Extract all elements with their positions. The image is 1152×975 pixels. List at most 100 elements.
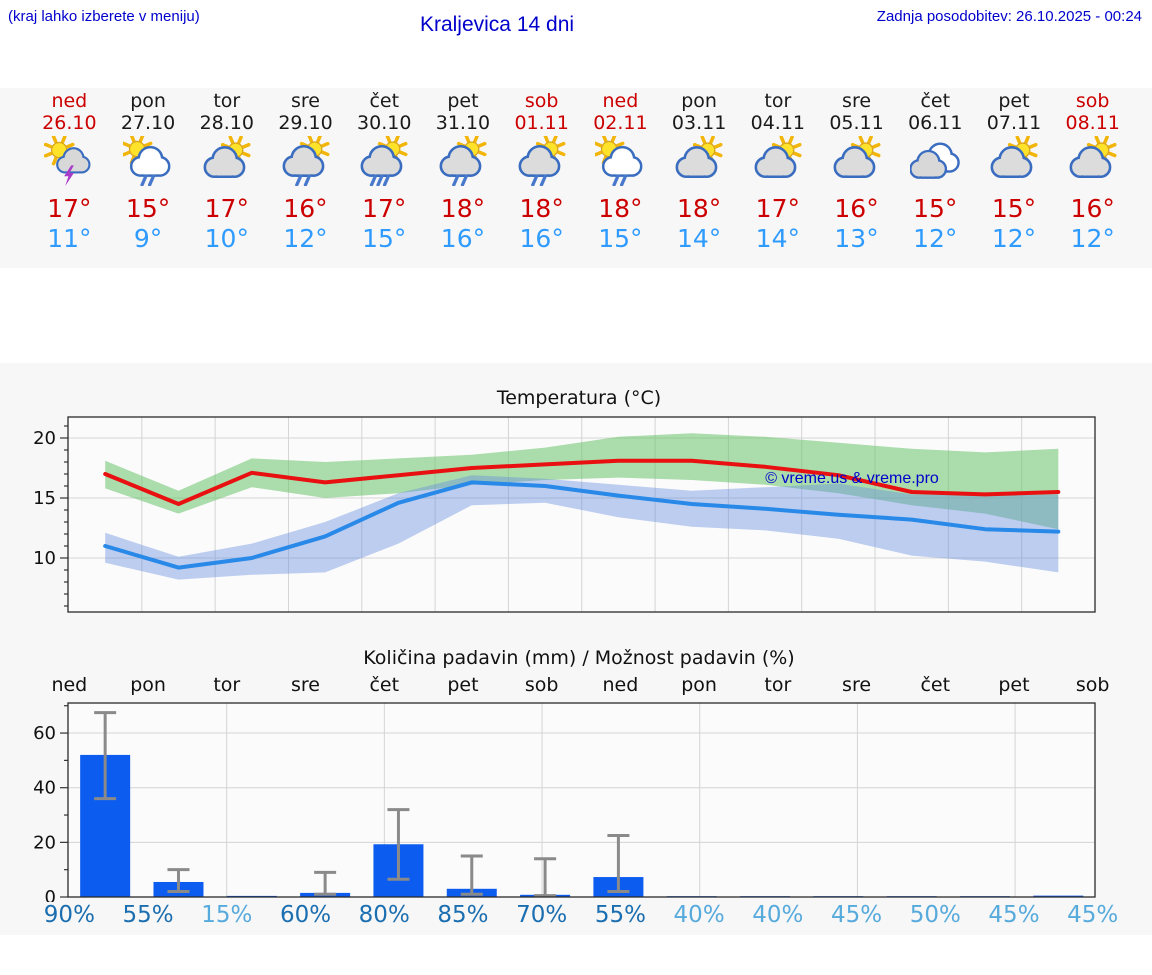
weather-icon-cell	[109, 134, 188, 192]
day-name-label: ned	[51, 90, 88, 112]
precip-day-label: tor	[764, 674, 792, 696]
cloud-sun-icon	[675, 136, 723, 179]
day-date-label: 30.10	[357, 112, 412, 134]
watermark-text: © vreme.us & vreme.pro	[765, 470, 939, 487]
precip-probability-label: 85%	[437, 902, 489, 928]
precip-probability-label: 40%	[673, 902, 725, 928]
forecast-day-03.11: pon 03.11 18° 14°	[660, 90, 739, 254]
precip-day-label: pet	[447, 674, 479, 696]
high-temperature-label: 16°	[283, 194, 328, 223]
precip-probability-label: 55%	[594, 902, 646, 928]
day-name-label: pet	[998, 90, 1030, 112]
precip-day-column: pet	[424, 674, 503, 696]
low-temperature-label: 12°	[283, 224, 328, 253]
precip-probability-label: 70%	[516, 902, 568, 928]
precip-day-label: čet	[920, 674, 951, 696]
weather-icon-cell	[345, 134, 424, 192]
forecast-day-29.10: sre 29.10 16° 12°	[266, 90, 345, 254]
day-name-label: pet	[447, 90, 479, 112]
precip-probability-label: 15%	[201, 902, 253, 928]
low-temperature-label: 11°	[47, 224, 92, 253]
precip-probability-column: 55%	[109, 902, 188, 928]
precip-day-label: sre	[291, 674, 320, 696]
temperature-chart-title: Temperatura (°C)	[496, 387, 662, 409]
low-temperature-label: 13°	[834, 224, 879, 253]
day-date-label: 31.10	[435, 112, 491, 134]
precip-day-label: sob	[1075, 674, 1110, 696]
high-temperature-label: 15°	[913, 194, 958, 223]
svg-text:10: 10	[33, 548, 56, 569]
menu-hint-text: (kraj lahko izberete v meniju)	[8, 8, 200, 25]
precip-day-column: čet	[345, 674, 424, 696]
forecast-day-28.10: tor 28.10 17° 10°	[187, 90, 266, 254]
day-date-label: 03.11	[671, 112, 727, 134]
precip-probability-column: 60%	[266, 902, 345, 928]
day-date-label: 08.11	[1065, 112, 1120, 134]
precip-probability-label: 45%	[988, 902, 1040, 928]
cloud-sun-icon	[203, 136, 251, 179]
cloud-sun-icon	[833, 136, 881, 179]
day-name-label: tor	[213, 90, 241, 112]
forecast-day-row: ned 26.10 17° 11° pon 27.10 15° 9° tor 28.10 17° 10…	[30, 90, 1132, 254]
day-name-label: čet	[369, 90, 400, 112]
precip-probability-column: 70%	[502, 902, 581, 928]
low-temperature-label: 14°	[755, 224, 800, 253]
low-temperature-label: 16°	[440, 224, 486, 253]
day-date-label: 28.10	[199, 112, 254, 134]
precip-probability-column: 80%	[345, 902, 424, 928]
high-temperature-label: 16°	[1070, 194, 1115, 223]
precip-day-label: pon	[681, 674, 717, 696]
svg-text:0: 0	[45, 887, 56, 902]
forecast-day-02.11: ned 02.11 18° 15°	[581, 90, 660, 254]
cloud-sun-rain-icon	[518, 136, 566, 186]
precip-day-label: tor	[213, 674, 241, 696]
day-name-label: tor	[764, 90, 792, 112]
weather-icon-cell	[502, 134, 581, 192]
weather-icon-cell	[660, 134, 739, 192]
precip-probability-label: 60%	[279, 902, 332, 928]
day-date-label: 29.10	[278, 112, 333, 134]
precip-day-label: sob	[524, 674, 559, 696]
weather-icon-cell	[187, 134, 266, 192]
day-date-label: 26.10	[42, 112, 97, 134]
day-name-label: pon	[681, 90, 717, 112]
precipitation-bar	[1033, 895, 1084, 897]
day-name-label: sob	[1075, 90, 1110, 112]
low-temperature-label: 16°	[519, 224, 564, 253]
sun-cloud-rain-icon	[123, 136, 171, 186]
precip-probability-label: 40%	[752, 902, 804, 928]
high-temperature-label: 18°	[519, 194, 564, 223]
precip-day-label: ned	[51, 674, 88, 696]
day-name-label: sre	[842, 90, 872, 112]
high-temperature-label: 18°	[598, 194, 643, 223]
high-temperature-label: 15°	[991, 194, 1037, 223]
precipitation-day-labels-row: ned pon tor sre čet pet sob ned pon tor sre čet pet s…	[30, 674, 1132, 696]
clouds-icon	[910, 142, 961, 179]
sun-cloud-lightning-icon	[44, 136, 91, 186]
low-temperature-label: 10°	[204, 224, 249, 253]
weather-icon-cell	[266, 134, 345, 192]
precip-probability-label: 90%	[43, 902, 95, 928]
precip-probability-column: 40%	[738, 902, 817, 928]
precip-day-column: sob	[1053, 674, 1132, 696]
precipitation-chart-title: Količina padavin (mm) / Možnost padavin …	[363, 647, 795, 669]
day-date-label: 07.11	[986, 112, 1042, 134]
precip-day-label: čet	[369, 674, 400, 696]
precip-day-column: pon	[109, 674, 188, 696]
forecast-day-08.11: sob 08.11 16° 12°	[1053, 90, 1132, 254]
precip-day-column: sre	[266, 674, 345, 696]
low-temperature-label: 12°	[1070, 224, 1115, 253]
cloud-sun-rain-icon	[282, 136, 330, 186]
low-temperature-label: 12°	[991, 224, 1037, 253]
weather-icon-cell	[738, 134, 817, 192]
precip-day-label: sre	[842, 674, 872, 696]
precip-day-column: sre	[817, 674, 896, 696]
cloud-sun-icon	[754, 136, 802, 179]
cloud-sun-icon	[990, 136, 1038, 179]
low-temperature-label: 9°	[133, 224, 163, 253]
precip-day-label: pet	[998, 674, 1030, 696]
temperature-chart: 10 15 20 © vreme.us & vreme.pro	[33, 416, 1096, 613]
weather-icon-cell	[817, 134, 896, 192]
weather-icon-cell	[581, 134, 660, 192]
cloud-sun-icon	[1069, 136, 1117, 179]
